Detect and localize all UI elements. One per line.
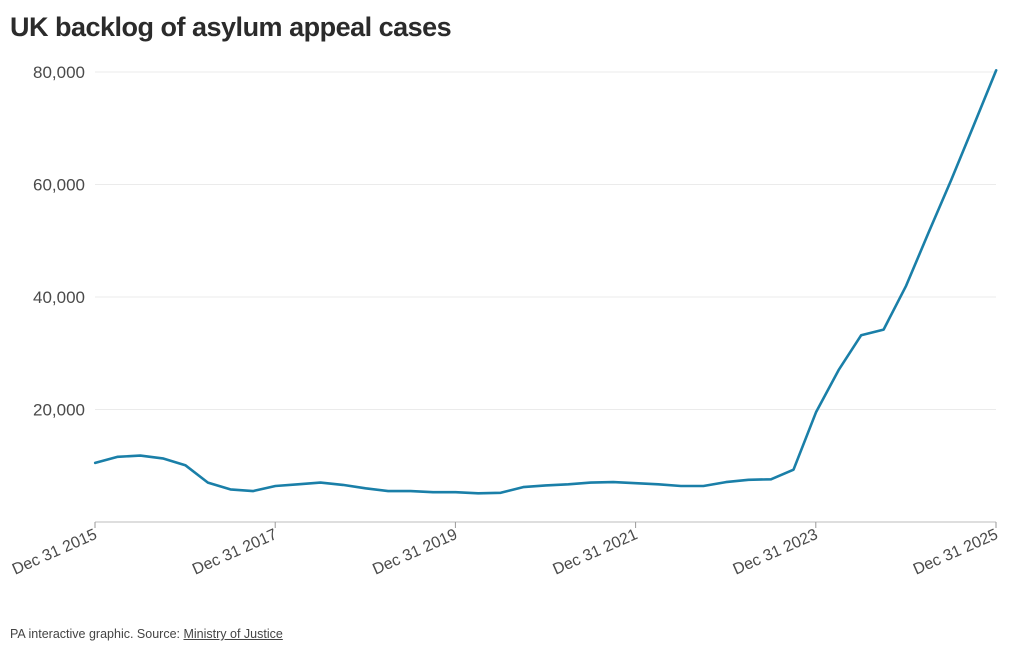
footer-text: PA interactive graphic. Source: <box>10 627 184 641</box>
y-tick-label: 60,000 <box>33 176 85 195</box>
source-link[interactable]: Ministry of Justice <box>183 627 283 641</box>
x-tick-label: Dec 31 2019 <box>370 526 460 578</box>
footer-credit: PA interactive graphic. Source: Ministry… <box>10 627 283 641</box>
y-axis: 20,000 40,000 60,000 80,000 <box>33 63 85 420</box>
chart-title: UK backlog of asylum appeal cases <box>10 12 452 42</box>
y-tick-label: 20,000 <box>33 401 85 420</box>
x-tick-label: Dec 31 2025 <box>911 526 1001 578</box>
x-tick-label: Dec 31 2023 <box>731 526 821 578</box>
series-lines <box>93 69 998 495</box>
y-tick-label: 80,000 <box>33 63 85 82</box>
series-line <box>93 69 998 495</box>
x-tick-label: Dec 31 2015 <box>10 526 100 578</box>
gridlines <box>95 71 996 410</box>
x-tick-label: Dec 31 2017 <box>190 526 280 578</box>
x-tick-label: Dec 31 2021 <box>550 526 640 578</box>
y-tick-label: 40,000 <box>33 288 85 307</box>
x-axis: Dec 31 2015 Dec 31 2017 Dec 31 2019 Dec 31 … <box>10 522 1001 579</box>
